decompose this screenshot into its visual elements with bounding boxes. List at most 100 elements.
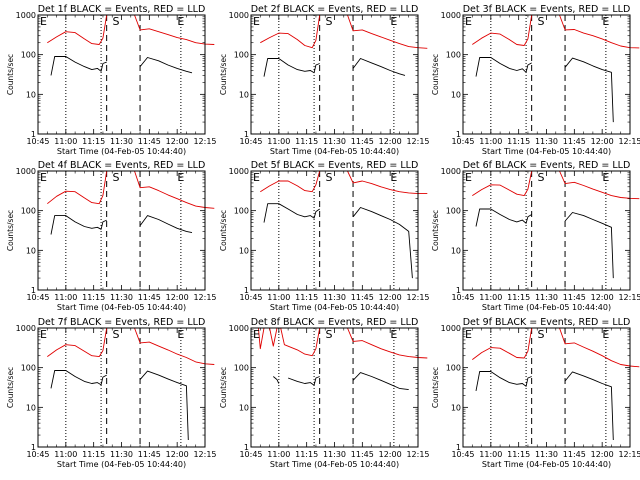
x-tick-label: 10:45 (26, 450, 49, 459)
red-lld-series-line (347, 14, 428, 49)
red-lld-series-line (472, 327, 533, 360)
x-tick-label: 11:30 (535, 450, 558, 459)
chart-title: Det 3f BLACK = Events, RED = LLD (463, 4, 631, 15)
x-tick-label: 12:15 (618, 293, 640, 302)
red-lld-series-line (559, 327, 640, 368)
x-tick-label: 12:15 (406, 137, 429, 146)
x-tick-label: 11:30 (535, 137, 558, 146)
black-events-series-line (139, 370, 189, 441)
y-tick-label: 1 (31, 286, 36, 295)
y-tick-label: 100 (446, 51, 461, 60)
plot-frame (250, 14, 419, 135)
black-events-series-line (475, 208, 532, 227)
event-marker-label: S (112, 328, 119, 341)
event-marker-label: E (390, 328, 397, 341)
x-axis-label: Start Time (04-Feb-05 10:44:40) (270, 147, 399, 156)
x-axis-label: Start Time (04-Feb-05 10:44:40) (57, 303, 186, 312)
x-tick-label: 11:00 (479, 137, 502, 146)
x-tick-label: 11:45 (351, 450, 374, 459)
chart-title: Det 8f BLACK = Events, RED = LLD (251, 317, 419, 328)
x-tick-label: 12:15 (193, 450, 216, 459)
x-tick-label: 12:15 (193, 293, 216, 302)
black-events-series-line (263, 58, 320, 77)
x-tick-label: 10:45 (26, 293, 49, 302)
y-tick-label: 10 (451, 403, 461, 412)
event-marker-label: E (390, 15, 397, 28)
x-tick-label: 11:45 (351, 293, 374, 302)
plot-frame (37, 170, 206, 291)
chart-panel-4: Det 4f BLACK = Events, RED = LLD Counts/s… (6, 160, 217, 312)
x-tick-label: 11:15 (82, 137, 105, 146)
x-tick-label: 11:30 (323, 293, 346, 302)
x-tick-label: 11:15 (82, 450, 105, 459)
y-axis-label: Counts/sec (431, 210, 440, 251)
y-axis-label: Counts/sec (219, 54, 228, 95)
y-tick-label: 1000 (229, 11, 249, 20)
event-marker-label: S (112, 171, 119, 184)
x-tick-label: 12:00 (591, 293, 614, 302)
x-tick-label: 11:00 (54, 137, 77, 146)
red-lld-series-line (134, 327, 215, 365)
black-events-series-line (475, 371, 532, 391)
red-lld-series-line (47, 327, 108, 358)
y-tick-label: 1 (244, 130, 249, 139)
red-lld-series-line (260, 14, 321, 49)
red-lld-series-line (472, 170, 533, 197)
red-lld-series-line (347, 327, 428, 359)
y-tick-label: 1000 (229, 324, 249, 333)
x-tick-label: 11:30 (110, 450, 133, 459)
chart-title: Det 6f BLACK = Events, RED = LLD (463, 160, 631, 171)
y-axis-label: Counts/sec (6, 54, 15, 95)
red-lld-series-line (472, 14, 533, 46)
y-tick-label: 1 (31, 130, 36, 139)
chart-panel-9: Det 9f BLACK = Events, RED = LLD Counts/s… (431, 317, 640, 469)
black-events-series-line (475, 57, 532, 77)
chart-title: Det 2f BLACK = Events, RED = LLD (251, 4, 419, 15)
event-marker-label: E (602, 15, 609, 28)
y-tick-label: 10 (239, 90, 249, 99)
x-tick-label: 11:30 (535, 293, 558, 302)
plot-frame (250, 170, 419, 291)
event-marker-label: S (325, 15, 332, 28)
event-marker-label: S (325, 171, 332, 184)
event-marker-label: S (112, 15, 119, 28)
y-tick-label: 100 (21, 364, 36, 373)
plot-frame (37, 327, 206, 448)
chart-title: Det 4f BLACK = Events, RED = LLD (38, 160, 206, 171)
chart-title: Det 9f BLACK = Events, RED = LLD (463, 317, 631, 328)
y-tick-label: 1 (244, 443, 249, 452)
x-tick-label: 11:15 (507, 450, 530, 459)
plot-frame (37, 14, 206, 135)
black-events-series-line (263, 203, 320, 223)
y-tick-label: 10 (239, 246, 249, 255)
y-tick-label: 1 (456, 130, 461, 139)
x-tick-label: 11:15 (82, 293, 105, 302)
chart-panel-7: Det 7f BLACK = Events, RED = LLD Counts/s… (6, 317, 217, 469)
x-tick-label: 12:00 (166, 137, 189, 146)
x-axis-label: Start Time (04-Feb-05 10:44:40) (482, 460, 611, 469)
y-tick-label: 1000 (441, 167, 461, 176)
event-marker-label: E (465, 328, 472, 341)
y-tick-label: 10 (239, 403, 249, 412)
y-tick-label: 1000 (16, 167, 36, 176)
red-lld-series-line (134, 170, 215, 209)
x-tick-label: 11:45 (138, 293, 161, 302)
red-lld-series-line (559, 14, 640, 49)
plot-frame (462, 14, 631, 135)
plot-frame (462, 170, 631, 291)
event-marker-label: E (177, 328, 184, 341)
chart-title: Det 5f BLACK = Events, RED = LLD (251, 160, 419, 171)
event-marker-label: E (602, 328, 609, 341)
red-lld-series-line (257, 327, 265, 350)
x-tick-label: 11:00 (54, 450, 77, 459)
x-tick-label: 11:45 (563, 293, 586, 302)
black-events-series-line (273, 376, 280, 384)
y-tick-label: 1 (456, 443, 461, 452)
event-marker-label: E (177, 171, 184, 184)
x-tick-label: 12:15 (618, 137, 640, 146)
x-tick-label: 12:00 (379, 450, 402, 459)
x-tick-label: 11:45 (563, 137, 586, 146)
red-lld-series-line (559, 170, 640, 200)
y-tick-label: 100 (234, 364, 249, 373)
